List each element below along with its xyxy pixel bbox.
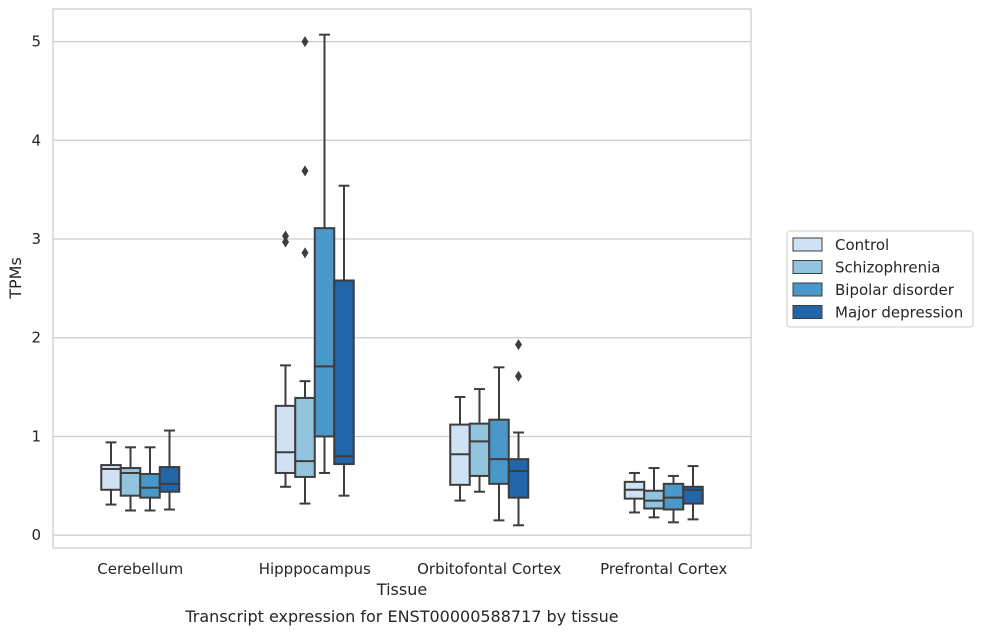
outlier-point bbox=[515, 339, 522, 351]
box-major-depression bbox=[682, 465, 704, 521]
box-control bbox=[100, 441, 122, 506]
y-tick-label: 0 bbox=[31, 526, 41, 544]
y-axis-label: TPMs bbox=[6, 257, 25, 300]
box-control bbox=[623, 471, 646, 514]
box-body bbox=[294, 396, 316, 478]
legend-label: Major depression bbox=[835, 304, 963, 322]
box-major-depression bbox=[333, 184, 355, 497]
x-axis-label: Tissue bbox=[376, 580, 427, 599]
legend-label: Schizophrenia bbox=[835, 259, 940, 277]
box-schizophrenia bbox=[468, 388, 491, 493]
y-tick-label: 2 bbox=[31, 329, 41, 347]
box-body bbox=[468, 422, 491, 477]
legend: Control Schizophrenia Bipolar disorder Majo… bbox=[786, 230, 974, 328]
outlier-point bbox=[301, 247, 309, 259]
box-bipolar-disorder bbox=[139, 446, 161, 512]
y-axis-ticks: 0 1 2 3 4 5 bbox=[31, 33, 41, 545]
box-schizophrenia bbox=[643, 467, 665, 519]
outlier-point bbox=[301, 36, 309, 48]
chart-caption: Transcript expression for ENST0000058871… bbox=[184, 607, 618, 626]
box-body bbox=[682, 485, 704, 505]
legend-label: Control bbox=[835, 236, 889, 254]
y-tick-label: 1 bbox=[31, 427, 41, 445]
grid-lines bbox=[53, 40, 751, 536]
y-tick-label: 4 bbox=[31, 131, 41, 149]
box-body bbox=[274, 404, 297, 474]
box-body bbox=[139, 472, 161, 499]
box-body bbox=[158, 466, 181, 493]
legend-swatch bbox=[792, 260, 823, 274]
box-bipolar-disorder bbox=[488, 366, 510, 522]
box-bipolar-disorder bbox=[313, 33, 336, 474]
box-plot-series bbox=[100, 33, 704, 527]
outlier-point bbox=[515, 370, 522, 382]
x-tick-label: Hipppocampus bbox=[259, 560, 371, 578]
x-tick-label: Cerebellum bbox=[97, 560, 183, 578]
legend-frame bbox=[786, 230, 974, 328]
x-tick-label: Prefrontal Cortex bbox=[600, 560, 727, 578]
box-schizophrenia bbox=[119, 446, 142, 512]
box-body bbox=[488, 418, 510, 485]
x-axis-ticks: Cerebellum Hipppocampus Orbitofontal Corte… bbox=[97, 560, 727, 578]
outlier-point bbox=[282, 236, 289, 248]
y-tick-label: 5 bbox=[31, 33, 41, 51]
box-major-depression bbox=[507, 339, 530, 527]
box-major-depression bbox=[158, 429, 181, 511]
box-body bbox=[507, 458, 530, 499]
box-body bbox=[333, 279, 355, 466]
plot-area-frame bbox=[52, 8, 752, 549]
box-control bbox=[274, 230, 297, 488]
y-tick-label: 3 bbox=[31, 230, 41, 248]
box-bipolar-disorder bbox=[662, 474, 685, 524]
x-tick-label: Orbitofontal Cortex bbox=[417, 560, 561, 578]
box-body bbox=[313, 227, 336, 438]
box-control bbox=[449, 395, 471, 502]
outlier-point bbox=[301, 165, 309, 177]
outlier-point bbox=[282, 230, 289, 242]
legend-swatch bbox=[792, 237, 823, 252]
legend-swatch bbox=[792, 305, 823, 319]
legend-swatch bbox=[792, 282, 823, 297]
legend-label: Bipolar disorder bbox=[835, 281, 955, 299]
box-schizophrenia bbox=[294, 36, 316, 505]
